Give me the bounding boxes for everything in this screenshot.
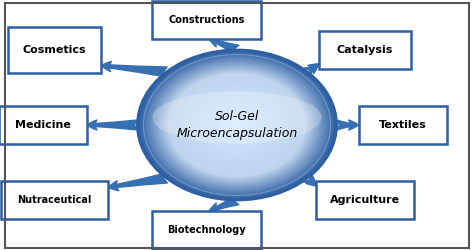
Ellipse shape [142,54,331,196]
Ellipse shape [190,90,284,161]
Ellipse shape [210,104,264,146]
Ellipse shape [215,108,259,142]
Ellipse shape [153,91,321,144]
Ellipse shape [200,97,274,153]
Text: Medicine: Medicine [15,120,71,130]
Ellipse shape [150,59,324,190]
Ellipse shape [187,88,287,162]
Ellipse shape [232,121,242,129]
Text: Nutraceutical: Nutraceutical [18,195,91,205]
Ellipse shape [155,63,319,187]
Text: Sol-Gel
Microencapsulation: Sol-Gel Microencapsulation [176,110,298,140]
FancyBboxPatch shape [0,106,86,144]
Ellipse shape [225,116,249,134]
Ellipse shape [137,50,337,200]
Ellipse shape [180,82,294,168]
Ellipse shape [175,78,299,172]
Ellipse shape [219,112,255,138]
Ellipse shape [192,91,282,159]
Text: Textiles: Textiles [379,120,427,130]
Ellipse shape [165,70,309,180]
Ellipse shape [235,123,239,127]
Ellipse shape [227,118,247,132]
Ellipse shape [197,95,277,155]
Ellipse shape [147,58,327,192]
Text: Agriculture: Agriculture [330,195,400,205]
Ellipse shape [222,114,252,136]
Ellipse shape [145,56,329,194]
Ellipse shape [195,93,279,157]
Text: Constructions: Constructions [168,15,245,25]
Ellipse shape [205,100,269,149]
Text: Biotechnology: Biotechnology [167,225,246,235]
Ellipse shape [212,106,262,144]
FancyBboxPatch shape [359,106,447,144]
Ellipse shape [170,74,304,176]
Text: Cosmetics: Cosmetics [23,45,86,55]
FancyBboxPatch shape [1,181,108,219]
Ellipse shape [160,67,314,183]
Ellipse shape [162,69,311,181]
Ellipse shape [167,72,307,178]
Ellipse shape [172,76,301,174]
Ellipse shape [185,86,289,164]
FancyBboxPatch shape [9,27,100,73]
Ellipse shape [229,120,245,130]
Ellipse shape [182,84,292,166]
FancyBboxPatch shape [319,31,411,69]
Ellipse shape [207,102,267,148]
Text: Catalysis: Catalysis [337,45,393,55]
Ellipse shape [140,52,334,198]
Ellipse shape [153,61,321,189]
FancyBboxPatch shape [152,211,261,249]
Ellipse shape [217,110,257,140]
Ellipse shape [177,80,297,170]
Ellipse shape [157,65,317,185]
FancyBboxPatch shape [316,181,413,219]
Ellipse shape [202,99,272,151]
FancyBboxPatch shape [152,1,261,39]
